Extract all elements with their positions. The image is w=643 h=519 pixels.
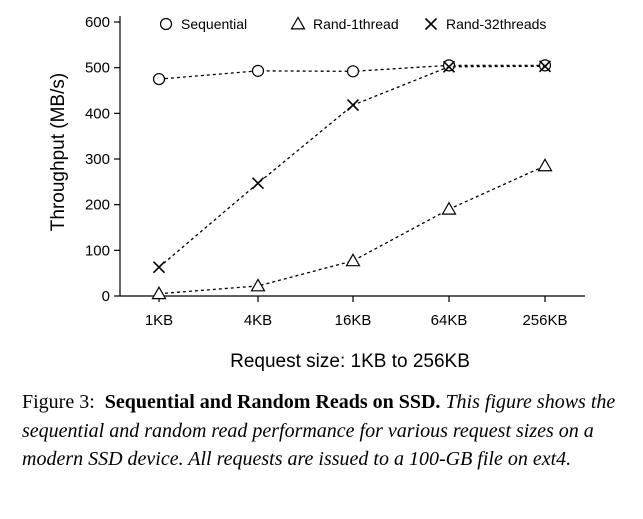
legend-marker-rand-32threads (424, 17, 438, 31)
caption-title: Sequential and Random Reads on SSD. (104, 391, 441, 413)
data-point-sequential (152, 72, 166, 86)
y-tick-label: 300 (85, 151, 110, 168)
figure-caption: Figure 3: Sequential and Random Reads on… (22, 388, 634, 474)
legend-marker-rand-1thread (290, 16, 306, 30)
series-line-rand-32threads (158, 65, 546, 268)
x-tick-label: 4KB (244, 312, 272, 329)
data-point-rand-1thread (250, 278, 266, 292)
caption-figure-number: Figure 3: (22, 391, 95, 413)
data-point-rand-1thread (537, 158, 553, 172)
series-sequential (152, 59, 552, 86)
x-tick-label: 64KB (431, 312, 468, 329)
y-tick-label: 0 (102, 288, 110, 305)
legend-item-sequential: Sequential (159, 16, 247, 32)
legend-item-rand-32threads: Rand-32threads (424, 16, 546, 32)
legend-item-rand-1thread: Rand-1thread (290, 16, 399, 32)
y-tick-label: 500 (85, 60, 110, 77)
data-point-sequential (251, 64, 265, 77)
caption-body: This figure shows the sequential and ran… (22, 391, 616, 470)
y-ticks: 0 100 200 300 400 500 600 (85, 14, 120, 305)
x-ticks: 1KB 4KB 16KB 64KB 256KB (145, 296, 568, 329)
y-tick-label: 200 (85, 197, 110, 214)
data-point-rand-32threads (442, 60, 456, 73)
x-tick-label: 16KB (335, 312, 372, 329)
y-tick-label: 600 (85, 14, 110, 31)
data-point-rand-32threads (251, 177, 265, 190)
legend-label-sequential: Sequential (181, 16, 247, 32)
data-point-rand-32threads (346, 99, 360, 112)
data-point-sequential (442, 59, 456, 72)
data-point-sequential (346, 65, 360, 78)
legend-marker-sequential (159, 17, 173, 31)
series-rand-1thread (151, 158, 553, 300)
data-point-rand-1thread (441, 201, 457, 215)
legend: Sequential Rand-1thread Rand-32threads (159, 16, 546, 32)
x-tick-label: 1KB (145, 312, 173, 329)
y-tick-label: 400 (85, 105, 110, 122)
series-rand-32threads (152, 60, 552, 274)
data-point-rand-32threads (538, 60, 552, 73)
x-tick-label: 256KB (522, 312, 567, 329)
data-point-rand-32threads (152, 261, 166, 274)
legend-label-rand-1thread: Rand-1thread (313, 16, 399, 32)
series-layer (151, 59, 553, 300)
x-axis-title: Request size: 1KB to 256KB (230, 351, 470, 372)
y-axis-title: Throughput (MB/s) (48, 73, 69, 231)
data-point-rand-1thread (345, 253, 361, 267)
series-line-rand-1thread (158, 165, 546, 295)
y-tick-label: 100 (85, 242, 110, 259)
legend-label-rand-32threads: Rand-32threads (446, 16, 546, 32)
data-point-rand-1thread (151, 286, 167, 300)
